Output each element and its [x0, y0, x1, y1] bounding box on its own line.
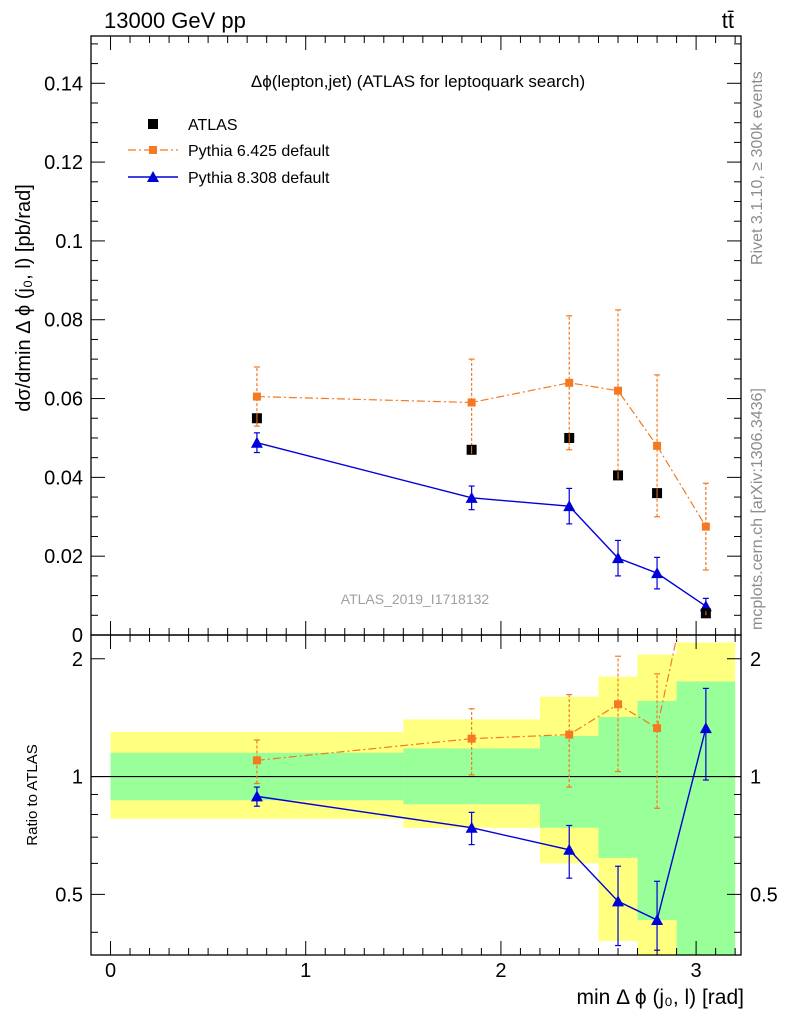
pythia8-point	[465, 491, 478, 503]
y-tick-label: 0.06	[44, 389, 83, 411]
pythia6-point	[701, 522, 710, 531]
pythia6-ratio-point	[252, 756, 261, 765]
band-clip-group	[110, 642, 736, 955]
pythia6-ratio-point	[467, 734, 476, 743]
pythia6-point	[653, 441, 662, 450]
ratio-series-group	[250, 635, 712, 951]
pythia8-ratio-point	[465, 821, 478, 833]
ratio-tick-label-left: 0.5	[55, 884, 83, 906]
ratio-axis-label: Ratio to ATLAS	[24, 744, 41, 845]
pythia6-line	[256, 382, 707, 527]
ratio-tick-label-right: 0.5	[750, 884, 778, 906]
pythia6-ratio-point	[653, 724, 662, 733]
chart-title: Δϕ(lepton,jet) (ATLAS for leptoquark sea…	[251, 72, 585, 91]
y-tick-label: 0.1	[55, 231, 83, 253]
legend-label: Pythia 8.308 default	[188, 170, 330, 187]
pythia8-ratio-line	[256, 727, 707, 922]
pythia8-point	[250, 436, 263, 448]
y-tick-label: 0.04	[44, 467, 83, 489]
pythia6-point	[252, 392, 261, 401]
rivet-label: Rivet 3.1.10, ≥ 300k events	[749, 71, 766, 265]
x-tick-label: 0	[105, 960, 116, 982]
x-tick-label: 3	[691, 960, 702, 982]
x-tick-label: 2	[495, 960, 506, 982]
legend-label: ATLAS	[188, 117, 238, 134]
ratio-tick-label-left: 1	[72, 767, 83, 789]
pythia6-ratio-point	[614, 700, 623, 709]
pythia6-point	[467, 398, 476, 407]
axis-ticks	[91, 36, 741, 955]
pythia8-point	[612, 552, 625, 564]
ratio-panel-frame	[90, 634, 742, 956]
pythia8-point	[563, 500, 576, 512]
pythia8-ratio-point	[563, 843, 576, 855]
pythia6-point	[565, 378, 574, 387]
axis-tick-labels: 0 1 2 3 0 0.02 0.04 0.06 0.08 0.1 0.12 0.14 0.5 0.5 1 1…	[44, 73, 778, 982]
plot-frames	[90, 35, 742, 956]
process-label: tt̄	[722, 8, 734, 33]
pythia8-line	[256, 442, 707, 607]
pythia6-ratio-point	[565, 730, 574, 739]
legend: ATLAS Pythia 6.425 default Pythia 8.308 de…	[128, 117, 330, 187]
y-axis-label: dσ/dmin Δ ϕ (j₀, l) [pb/rad]	[13, 184, 35, 412]
ratio-bands	[91, 642, 741, 955]
inner-band-bin	[598, 716, 638, 858]
pythia8-point	[651, 567, 664, 579]
x-axis-label: min Δ ϕ (j₀, l) [rad]	[576, 986, 744, 1009]
legend-atlas-marker	[148, 119, 158, 129]
pythia8-ratio-point	[250, 790, 263, 802]
y-tick-label: 0.12	[44, 152, 83, 174]
x-tick-label: 1	[300, 960, 311, 982]
pythia6-ratio-line	[256, 635, 678, 761]
y-tick-label: 0.14	[44, 73, 83, 95]
pythia8-ratio-point	[699, 722, 712, 734]
pythia8-ratio-point	[651, 914, 664, 926]
legend-pythia8-marker	[147, 171, 159, 182]
source-label: mcplots.cern.ch [arXiv:1306.3436]	[749, 388, 766, 630]
ratio-tick-label-left: 2	[72, 649, 83, 671]
main-series-group	[250, 309, 712, 619]
legend-pythia6-marker	[149, 146, 157, 154]
y-tick-label: 0.08	[44, 310, 83, 332]
ratio-tick-label-right: 2	[750, 649, 761, 671]
ratio-tick-label-right: 1	[750, 767, 761, 789]
pythia8-ratio-point	[612, 895, 625, 907]
y-tick-label: 0	[72, 625, 83, 647]
data-series	[250, 309, 712, 951]
y-tick-label: 0.02	[44, 546, 83, 568]
energy-label: 13000 GeV pp	[104, 8, 246, 33]
legend-label: Pythia 6.425 default	[188, 143, 330, 160]
analysis-watermark: ATLAS_2019_I1718132	[341, 591, 490, 607]
pythia6-point	[614, 386, 623, 395]
